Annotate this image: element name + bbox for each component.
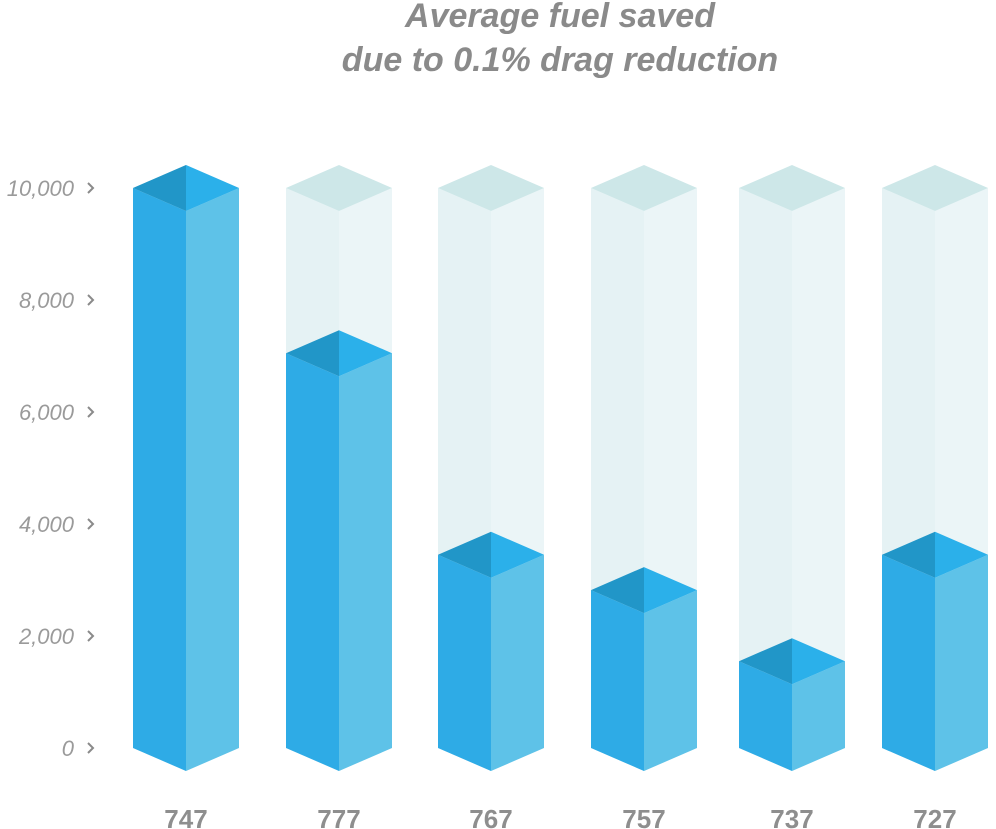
x-category-label: 777	[317, 804, 360, 829]
y-tick-label: 8,000	[19, 288, 75, 313]
bar-front	[591, 590, 644, 771]
bar-747	[133, 165, 239, 771]
bar-top-left	[286, 330, 339, 377]
bar-767	[438, 165, 544, 771]
bar-side	[644, 590, 697, 771]
bar-front	[882, 554, 935, 771]
x-category-label: 737	[770, 804, 813, 829]
y-tick-arrow-icon	[87, 630, 95, 642]
x-axis: 747 777 767 757 737 727	[164, 804, 956, 829]
y-tick-arrow-icon	[87, 182, 95, 194]
bar-side	[491, 554, 544, 771]
bar-top-left	[739, 638, 792, 685]
y-tick-arrow-icon	[87, 406, 95, 418]
bar-737	[739, 165, 845, 771]
y-tick-arrow-icon	[87, 294, 95, 306]
x-category-label: 767	[469, 804, 512, 829]
bar-top-left	[591, 567, 644, 614]
bar-top-right	[339, 330, 392, 377]
bars	[133, 165, 988, 771]
chart-title-line-1: Average fuel saved	[405, 0, 715, 35]
y-tick-arrow-icon	[87, 742, 95, 754]
y-tick-label: 6,000	[19, 400, 75, 425]
bar-front	[286, 353, 339, 771]
bar-top-right	[644, 567, 697, 614]
bar-ghost-side	[792, 188, 845, 771]
bar-727	[882, 165, 988, 771]
bar-ghost-top	[286, 165, 392, 211]
bar-top-right	[935, 531, 988, 578]
y-axis: 0 2,000 4,000 6,000 8,000 10,000	[7, 176, 95, 761]
bar-ghost-front	[739, 188, 792, 771]
bar-front	[739, 661, 792, 771]
bar-top-left	[133, 165, 186, 211]
y-tick-label: 2,000	[18, 624, 75, 649]
y-tick-arrow-icon	[87, 518, 95, 530]
bar-top-left	[882, 531, 935, 578]
bar-front	[438, 554, 491, 771]
bar-757	[591, 165, 697, 771]
bar-side	[186, 188, 239, 771]
y-tick-label: 10,000	[7, 176, 75, 201]
bar-777	[286, 165, 392, 771]
bar-side	[339, 353, 392, 771]
bar-ghost-top	[739, 165, 845, 211]
bar-top-right	[491, 531, 544, 578]
bar-front	[133, 188, 186, 771]
y-tick-label: 0	[62, 736, 75, 761]
x-category-label: 757	[622, 804, 665, 829]
x-category-label: 727	[913, 804, 956, 829]
bar-side	[935, 554, 988, 771]
bar-top-right	[186, 165, 239, 211]
bar-side	[792, 661, 845, 771]
bar-top-right	[792, 638, 845, 685]
bar-ghost-top	[591, 165, 697, 211]
y-tick-label: 4,000	[19, 512, 75, 537]
bar-ghost-top	[882, 165, 988, 211]
bar-ghost-top	[438, 165, 544, 211]
chart-title-line-2: due to 0.1% drag reduction	[341, 41, 779, 79]
bar-top-left	[438, 531, 491, 578]
x-category-label: 747	[164, 804, 207, 829]
